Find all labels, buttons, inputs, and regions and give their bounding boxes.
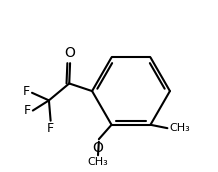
Text: F: F [47,122,54,135]
Text: F: F [24,104,31,117]
Text: F: F [23,85,30,98]
Text: CH₃: CH₃ [88,157,108,167]
Text: O: O [93,141,103,154]
Text: O: O [65,46,75,60]
Text: CH₃: CH₃ [169,123,190,133]
